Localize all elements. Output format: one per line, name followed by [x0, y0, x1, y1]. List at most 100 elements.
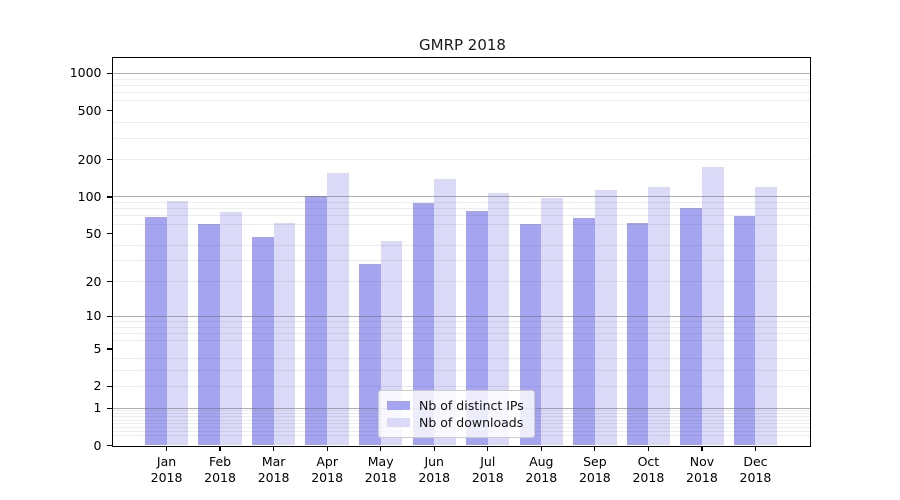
- legend-label: Nb of downloads: [419, 415, 524, 430]
- gridline-minor: [113, 385, 810, 387]
- gridline-minor: [113, 260, 810, 262]
- bar-distinct-ips-apr: [305, 195, 328, 445]
- x-tick-mark: [701, 447, 703, 451]
- y-tick-mark: [106, 407, 112, 409]
- x-tick-label: Mar 2018: [257, 453, 290, 485]
- bar-downloads-aug: [541, 197, 563, 445]
- gridlines-layer: [113, 58, 810, 446]
- bars-layer: [113, 58, 810, 446]
- bar-downloads-oct: [648, 186, 671, 445]
- legend-item: Nb of distinct IPs: [387, 397, 524, 414]
- y-tick-mark: [106, 444, 112, 447]
- x-tick-label: Apr 2018: [311, 453, 344, 485]
- gridline-minor: [113, 202, 810, 204]
- bar-distinct-ips-jan: [144, 216, 167, 445]
- bar-downloads-jul: [487, 192, 510, 445]
- x-tick-label: May 2018: [364, 453, 397, 485]
- bar-downloads-jan: [166, 200, 189, 445]
- y-tick-mark: [106, 72, 112, 75]
- y-tick-label: 100: [77, 188, 102, 204]
- legend-label: Nb of distinct IPs: [419, 398, 524, 413]
- bar-downloads-jun: [434, 178, 456, 445]
- x-tick-label: Feb 2018: [204, 453, 236, 485]
- bar-distinct-ips-aug: [519, 223, 542, 445]
- gridline-minor: [113, 215, 810, 217]
- bar-distinct-ips-sep: [573, 217, 595, 445]
- y-tick-mark: [106, 385, 112, 387]
- gridline-minor: [113, 245, 810, 246]
- x-tick-mark: [165, 447, 168, 451]
- gridline-minor: [113, 358, 810, 360]
- x-tick-label: Oct 2018: [632, 453, 665, 485]
- y-tick-mark: [106, 110, 112, 112]
- x-tick-mark: [273, 447, 275, 451]
- gridline-minor: [113, 208, 810, 210]
- y-tick-mark: [106, 159, 112, 161]
- x-tick-mark: [540, 447, 542, 451]
- x-tick-label: Jan 2018: [150, 453, 183, 485]
- x-tick-mark: [487, 447, 489, 451]
- x-tick-mark: [380, 447, 382, 451]
- gridline-minor: [113, 100, 810, 102]
- bar-distinct-ips-mar: [251, 236, 274, 445]
- legend-item: Nb of downloads: [387, 414, 524, 431]
- gridline-major: [113, 315, 810, 317]
- bar-distinct-ips-feb: [198, 223, 221, 445]
- gridline-minor: [113, 320, 810, 322]
- x-tick-mark: [326, 447, 328, 451]
- x-tick-label: Jul 2018: [471, 453, 504, 485]
- legend-swatch-distinct-ips: [387, 401, 410, 410]
- gridline-minor: [113, 340, 810, 342]
- x-tick-mark: [647, 447, 649, 451]
- x-tick-label: Dec 2018: [739, 453, 772, 485]
- bar-downloads-apr: [327, 172, 349, 445]
- chart-title: GMRP 2018: [419, 36, 506, 54]
- gridline-major: [113, 196, 810, 198]
- bar-downloads-mar: [273, 222, 296, 445]
- x-tick-mark: [754, 447, 757, 451]
- y-tick-label: 500: [77, 102, 102, 118]
- x-tick-label: Aug 2018: [525, 453, 558, 485]
- bar-distinct-ips-dec: [733, 216, 756, 445]
- gridline-minor: [113, 78, 810, 80]
- y-tick-mark: [106, 315, 112, 317]
- bar-distinct-ips-oct: [626, 222, 649, 445]
- bar-downloads-dec: [755, 186, 778, 445]
- y-tick-label: 200: [77, 151, 102, 167]
- plot-area: Nb of distinct IPs Nb of downloads: [112, 57, 811, 447]
- y-tick-mark: [106, 348, 112, 350]
- y-tick-mark: [106, 196, 112, 198]
- bar-downloads-feb: [220, 212, 242, 445]
- bar-distinct-ips-may: [358, 263, 381, 445]
- gridline-minor: [113, 122, 810, 124]
- y-tick-label: 1000: [69, 65, 102, 81]
- y-tick-mark: [106, 280, 112, 283]
- y-tick-label: 2: [93, 378, 102, 394]
- bar-distinct-ips-jun: [412, 203, 435, 445]
- bar-downloads-sep: [594, 190, 617, 445]
- y-tick-label: 20: [85, 273, 102, 289]
- y-tick-mark: [106, 233, 112, 235]
- legend: Nb of distinct IPs Nb of downloads: [378, 390, 535, 438]
- y-tick-label: 10: [85, 308, 102, 324]
- gridline-minor: [113, 92, 810, 94]
- x-tick-mark: [219, 447, 221, 451]
- y-tick-label: 0: [93, 437, 102, 453]
- y-tick-label: 5: [93, 341, 102, 356]
- gridline-minor: [113, 84, 810, 86]
- x-tick-label: Jun 2018: [418, 453, 451, 485]
- x-tick-mark: [433, 447, 435, 451]
- gridline-minor: [113, 370, 810, 372]
- gridline-minor: [113, 223, 810, 225]
- gridline-major: [113, 72, 810, 74]
- gridline-minor: [113, 281, 810, 283]
- gridline-minor: [113, 137, 810, 139]
- legend-swatch-downloads: [387, 418, 410, 427]
- gridline-minor: [113, 326, 810, 328]
- y-tick-label: 50: [85, 225, 102, 241]
- gridline-minor: [113, 333, 810, 334]
- x-tick-label: Nov 2018: [686, 453, 718, 485]
- bar-distinct-ips-nov: [680, 207, 702, 445]
- x-tick-mark: [594, 447, 596, 451]
